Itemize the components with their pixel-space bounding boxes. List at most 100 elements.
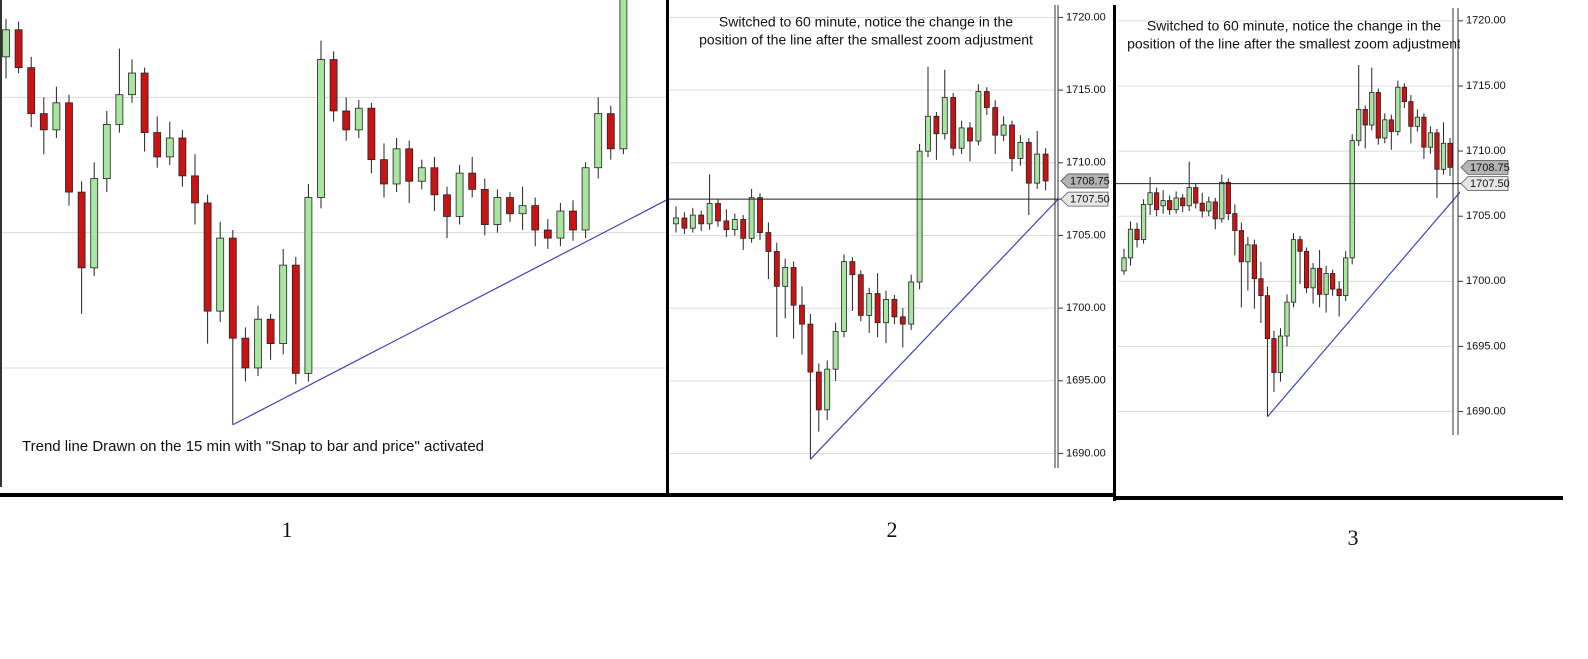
price-marker [1060,191,1109,207]
candle-body [140,72,149,133]
candle-body [1219,181,1225,220]
candle-body [2,29,10,58]
candle-body [824,368,831,411]
candle-body [1317,267,1323,295]
candle-body [1206,201,1212,212]
candle-body [493,197,502,225]
y-tick-label: 1715.00 [1066,84,1106,96]
price-marker [1060,173,1109,189]
candle-body [1034,153,1041,184]
y-tick-label: 1705.00 [1066,229,1106,241]
candle-body [367,107,376,161]
candle-body [480,188,489,225]
candle-body [531,205,540,231]
chart-panel: Trend line Drawn on the 15 min with "Sna… [2,0,666,455]
candle-body [241,337,250,369]
candle-body [543,229,552,239]
candle-body [65,102,73,193]
candle-body [1025,142,1032,184]
candle-body [317,59,325,198]
candle-body [1258,278,1264,297]
candle-body [443,194,451,217]
annotation: Switched to 60 minute, notice the change… [1147,18,1441,34]
candle-body [757,197,763,233]
price-marker-label: 1708.75 [1470,162,1510,174]
y-tick-label: 1700.00 [1466,275,1506,287]
candle-body [773,251,780,287]
candle-body [883,299,889,324]
candle-body [1264,295,1271,340]
panels: Trend line Drawn on the 15 min with "Sna… [2,0,1510,550]
candle-body [380,159,388,185]
candle-body [1140,204,1147,241]
candle-body [1323,273,1329,295]
candle-body [153,132,162,158]
candle-body [799,304,805,325]
y-tick-label: 1705.00 [1466,210,1506,222]
candle-body [1427,132,1434,148]
candle-body [1160,200,1166,207]
candle-body [874,293,881,324]
candle-body [569,210,577,231]
candle-body [1290,239,1297,303]
candle-body [1440,142,1447,170]
candle-body [1127,228,1134,259]
candle-body [1303,250,1310,289]
candle-body [723,220,730,231]
candle-body [899,316,906,325]
candle-body [1186,187,1192,207]
candle-body [1173,197,1179,211]
candle-body [925,115,931,152]
candle-body [807,323,814,373]
candle-body [958,127,965,149]
annotation: position of the line after the smallest … [1127,36,1461,52]
price-marker [1460,159,1509,175]
price-marker-label: 1707.50 [1070,194,1110,206]
candle-body [1154,192,1160,211]
candle-body [115,94,124,125]
candle-body [1388,119,1394,132]
candle-body [1121,257,1127,272]
candle-body [1336,288,1342,297]
candle-body [1167,200,1173,211]
candle-body [706,203,713,225]
candle-body [606,113,615,150]
candle-body [916,150,923,283]
candle-body [1356,109,1362,142]
candle-body [866,293,873,316]
candle-body [1245,244,1251,263]
candle-body [790,267,797,306]
candle-body [1375,92,1381,139]
candle-body [975,91,982,142]
panel-label: 3 [1348,525,1359,550]
candle-body [992,107,999,136]
candle-body [392,148,401,185]
candle-body [1009,124,1015,159]
candle-body [27,67,36,115]
candle-body [1271,338,1277,373]
chart-panel: Switched to 60 minute, notice the change… [1118,18,1461,418]
panel-label: 1 [282,517,293,542]
candle-body [1277,335,1284,373]
candle-body [1232,213,1238,231]
candle-body [950,96,957,149]
candle-body [782,267,789,287]
candle-body [1343,257,1349,297]
candle-body [203,202,212,312]
candle-body [857,274,864,316]
candle-body [14,29,23,69]
candle-body [1369,92,1375,126]
candle-body [1225,181,1231,214]
candle-body [77,191,86,269]
candle-body [681,217,688,229]
candle-body [933,115,940,135]
candle-body [1330,273,1336,290]
y-tick-label: 1720.00 [1466,15,1506,27]
candle-body [1212,201,1218,220]
candle-body [291,264,300,374]
candle-body [354,107,363,131]
panel-label: 2 [887,517,898,542]
trend-line [809,198,1059,460]
panel-bottom-border [0,493,1116,497]
